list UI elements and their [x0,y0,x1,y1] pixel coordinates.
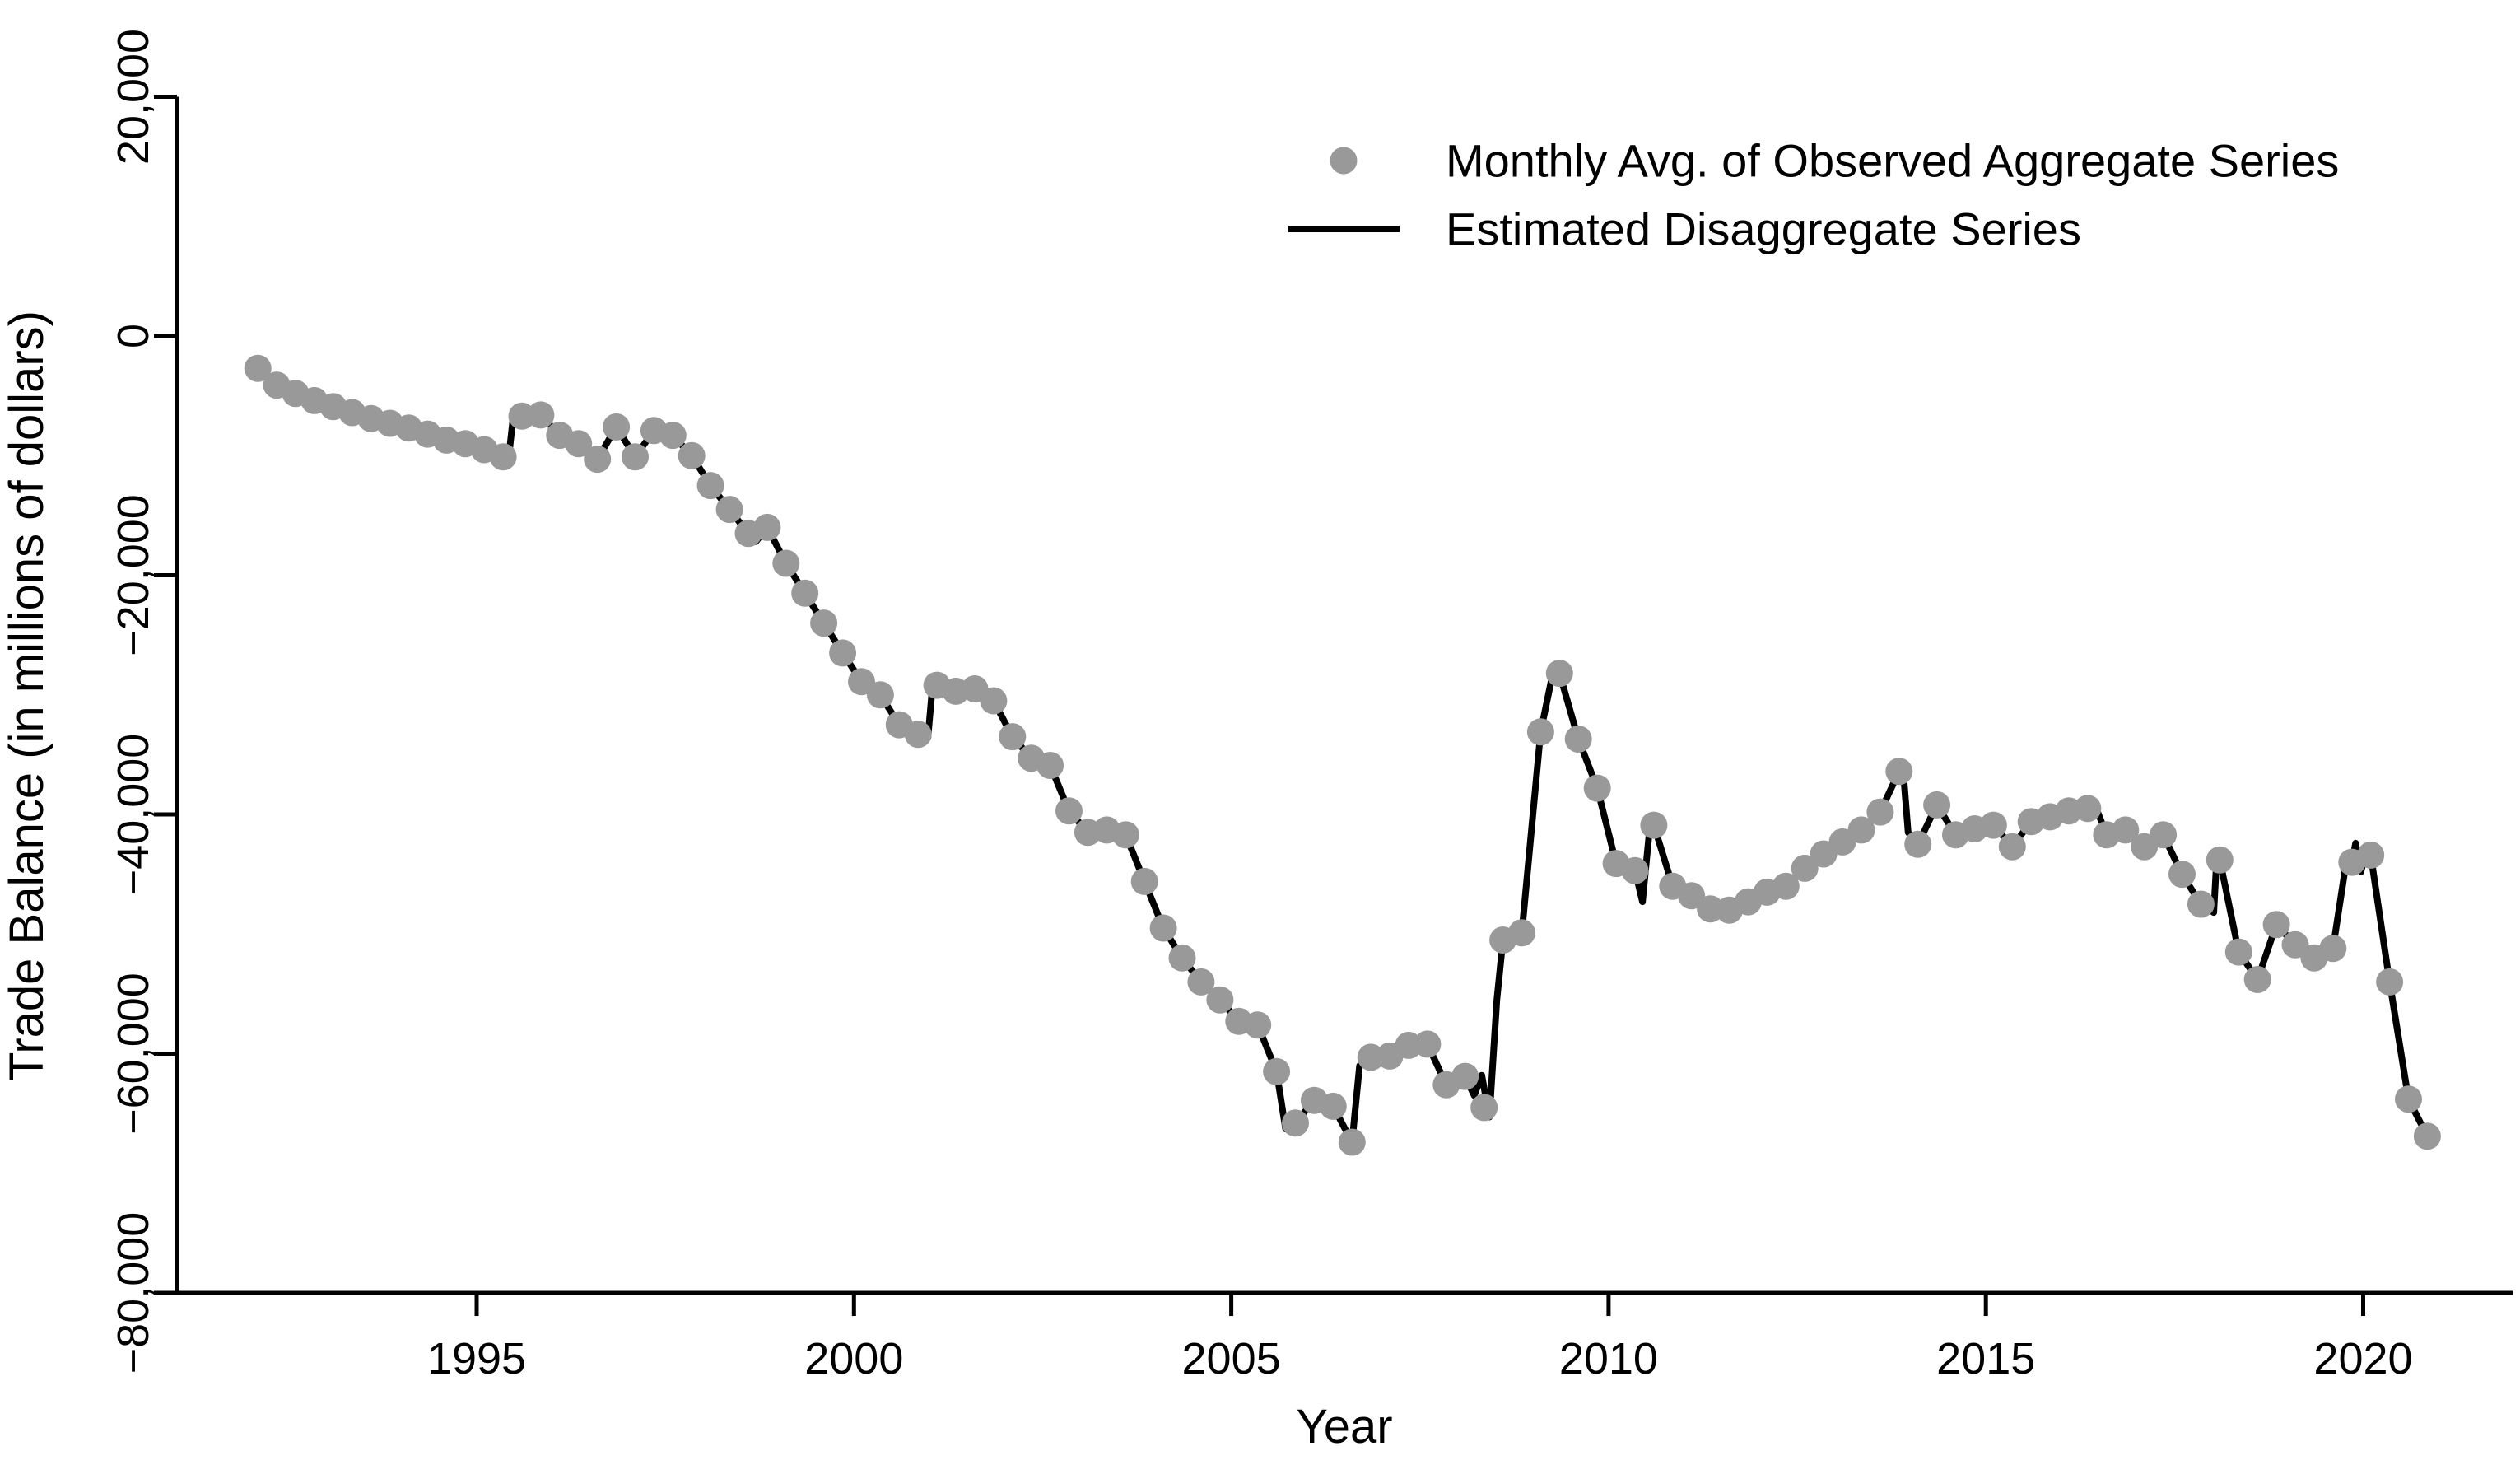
data-point [2150,821,2178,849]
data-point [2243,966,2271,993]
data-point [1508,919,1535,947]
data-point [527,401,555,429]
data-point [2187,890,2215,918]
y-tick-label: −80,000 [109,1212,158,1374]
data-point [1847,816,1875,844]
data-point [904,721,932,749]
monthly-avg-scatter-series [244,354,2441,1156]
data-point [1263,1057,1291,1085]
data-point [2206,846,2234,874]
data-point [1904,830,1932,858]
data-point [2224,938,2252,966]
data-point [2262,911,2290,939]
x-tick-label: 2005 [1182,1334,1281,1383]
data-point [866,681,894,709]
data-point [1979,811,2007,839]
data-point [1036,752,1064,779]
data-point [1583,774,1611,802]
data-point [696,472,724,500]
data-point [1923,791,1951,819]
data-point [1206,986,1234,1014]
data-point [1282,1109,1309,1137]
data-point [1414,1030,1442,1058]
data-point [1885,758,1913,786]
axes [175,96,2513,1295]
data-point [791,579,819,607]
y-axis-title: Trade Balance (in millions of dollars) [0,310,54,1081]
legend-label-line: Estimated Disaggregate Series [1446,203,2081,255]
data-point [1866,798,1894,826]
data-point [659,422,687,450]
data-point [1678,882,1706,910]
data-point [2413,1122,2441,1150]
y-tick-label: 0 [109,324,158,348]
data-point [1055,797,1083,825]
legend-label-scatter: Monthly Avg. of Observed Aggregate Serie… [1446,135,2339,187]
y-tick-label: −40,000 [109,734,158,896]
x-tick-label: 2010 [1559,1334,1658,1383]
y-tick-label: 20,000 [109,29,158,165]
data-point [2112,816,2140,844]
x-tick-label: 2020 [2313,1334,2412,1383]
data-point [622,443,649,471]
data-point [2376,968,2404,996]
data-point [715,496,743,524]
data-point [1545,660,1573,688]
data-point [1470,1094,1498,1122]
data-point [1168,944,1196,972]
data-point [1111,821,1139,849]
estimated-disaggregate-line [248,361,2439,1145]
data-point [603,413,631,441]
data-point [1791,854,1819,882]
data-point [1187,968,1215,996]
data-point [999,723,1027,751]
data-point [678,441,706,469]
data-point [584,446,612,474]
data-point [1451,1062,1479,1090]
data-point [489,443,517,471]
data-point [848,668,875,696]
data-point [1640,811,1668,839]
data-point [1564,726,1592,753]
data-point [2281,931,2309,959]
data-point [1526,718,1554,746]
data-point [1319,1092,1347,1120]
data-point [772,549,800,577]
data-point [2357,841,2385,869]
data-point [1998,833,2026,861]
x-tick-label: 2015 [1936,1334,2035,1383]
estimated-disaggregate-line-series [248,361,2439,1145]
data-point [244,354,272,382]
data-point [1149,914,1177,942]
data-point [1130,867,1158,895]
x-tick-label: 2000 [804,1334,903,1383]
data-point [1772,872,1800,900]
data-point [2319,935,2347,963]
data-point [753,513,781,541]
data-point [1244,1011,1272,1039]
data-point [565,430,593,458]
x-axis-title: Year [1296,1400,1392,1453]
data-point [829,639,857,667]
data-point [980,687,1008,715]
x-axis-ticks: 1995 2000 2005 2010 2015 2020 [427,1293,2413,1383]
data-point [2395,1085,2422,1113]
data-point [1621,856,1649,884]
data-point [1338,1128,1366,1156]
data-point [2074,795,2102,823]
data-point [2168,861,2196,889]
legend-scatter-marker [1330,147,1358,175]
y-tick-label: −20,000 [109,494,158,656]
y-tick-label: −60,000 [109,973,158,1135]
legend: Monthly Avg. of Observed Aggregate Serie… [1288,135,2339,255]
y-axis-ticks: 20,000 0 −20,000 −40,000 −60,000 −80,000 [109,29,177,1374]
x-tick-label: 1995 [427,1334,526,1383]
data-point [810,609,838,637]
